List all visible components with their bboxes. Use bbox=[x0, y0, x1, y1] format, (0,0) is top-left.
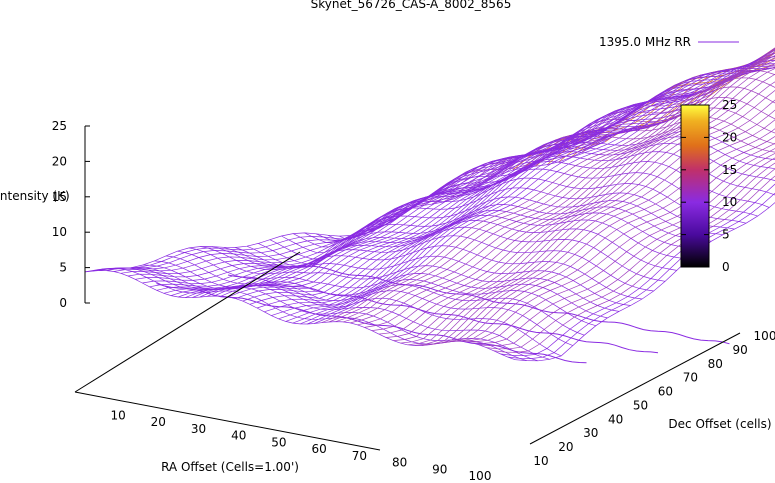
surface-mesh bbox=[84, 47, 775, 362]
y-tick-label: 90 bbox=[732, 343, 747, 357]
mesh-line-v bbox=[292, 56, 775, 324]
mesh-line-u bbox=[96, 268, 527, 361]
colorbar-tick-label: 15 bbox=[722, 163, 737, 177]
mesh-line-v bbox=[364, 57, 775, 328]
mesh-line-v bbox=[342, 50, 775, 323]
mesh-line-v bbox=[170, 109, 692, 296]
mesh-line-v bbox=[371, 60, 775, 331]
x-axis-ticks: 10 20 30 40 50 60 70 80 90 100 bbox=[110, 408, 491, 483]
mesh-line-u bbox=[142, 264, 573, 346]
mesh-line-v bbox=[314, 48, 775, 324]
x-axis-line bbox=[74, 391, 381, 451]
y-tick-label: 30 bbox=[583, 426, 598, 440]
mesh-line-v bbox=[471, 157, 775, 344]
legend-label: 1395.0 MHz RR bbox=[599, 35, 691, 49]
mesh-line-v bbox=[199, 87, 720, 298]
x-tick-label: 60 bbox=[312, 442, 327, 456]
mesh-line-u bbox=[581, 63, 775, 153]
mesh-line-v bbox=[486, 168, 775, 350]
colorbar-tick-label: 10 bbox=[722, 195, 737, 209]
y-axis-ticks: 10 20 30 40 50 60 70 80 90 100 bbox=[533, 329, 775, 468]
mesh-line-v bbox=[450, 142, 775, 342]
y-tick-label: 100 bbox=[754, 329, 775, 343]
colorbar-tick-label: 20 bbox=[722, 130, 737, 144]
y-tick-label: 20 bbox=[558, 440, 573, 454]
mesh-line-v bbox=[457, 148, 775, 342]
mesh-line-u bbox=[223, 235, 654, 292]
mesh-line-v bbox=[350, 52, 775, 324]
mesh-line-v bbox=[142, 121, 663, 284]
x-tick-label: 70 bbox=[352, 449, 367, 463]
x-tick-label: 40 bbox=[231, 429, 246, 443]
mesh-line-v bbox=[479, 162, 775, 347]
mesh-line-v bbox=[493, 175, 775, 353]
mesh-line-v bbox=[514, 202, 775, 362]
z-tick-label: 5 bbox=[59, 261, 67, 275]
mesh-line-v bbox=[271, 65, 775, 316]
mesh-line-v bbox=[414, 99, 775, 346]
mesh-line-v bbox=[385, 68, 775, 338]
mesh-line-u bbox=[212, 245, 643, 300]
z-axis-ticks: 0 5 10 15 20 25 bbox=[52, 119, 90, 310]
chart-title: Skynet_56726_CAS-A_8002_8565 bbox=[311, 0, 512, 11]
mesh-line-v bbox=[299, 52, 775, 325]
colorbar-tick-label: 25 bbox=[722, 98, 737, 112]
mesh-line-v bbox=[328, 47, 775, 323]
y-axis-line bbox=[529, 332, 741, 445]
mesh-line-v bbox=[321, 47, 775, 324]
mesh-line-v bbox=[84, 141, 606, 273]
mesh-line-v bbox=[335, 49, 775, 322]
mesh-line-v bbox=[464, 152, 775, 342]
colorbar-ticks: 0 5 10 15 20 25 bbox=[681, 98, 737, 274]
mesh-line-v bbox=[400, 81, 775, 344]
z-axis-label: Intensity (K) bbox=[0, 189, 70, 203]
z-tick-label: 25 bbox=[52, 119, 67, 133]
mesh-line-v bbox=[407, 89, 775, 346]
mesh-line-v bbox=[378, 63, 775, 335]
axes bbox=[74, 126, 741, 451]
colorbar-tick-label: 5 bbox=[722, 228, 730, 242]
x-axis-label: RA Offset (Cells=1.00') bbox=[161, 460, 299, 474]
x-tick-label: 100 bbox=[469, 469, 492, 483]
y-tick-label: 50 bbox=[633, 398, 648, 412]
y-tick-label: 40 bbox=[608, 412, 623, 426]
mesh-line-v bbox=[393, 73, 775, 341]
x-tick-label: 90 bbox=[432, 462, 447, 476]
mesh-line-v bbox=[507, 192, 775, 359]
mesh-line-v bbox=[285, 59, 775, 322]
colorbar bbox=[680, 104, 710, 268]
mesh-line-v bbox=[192, 93, 713, 298]
x-tick-label: 10 bbox=[110, 408, 125, 422]
y-axis-label: Dec Offset (cells) bbox=[668, 417, 771, 431]
z-tick-label: 15 bbox=[52, 190, 67, 204]
mesh-line-v bbox=[163, 113, 684, 294]
y-tick-label: 80 bbox=[708, 357, 723, 371]
floor-edge-line bbox=[74, 251, 301, 393]
x-tick-label: 30 bbox=[191, 422, 206, 436]
y-tick-label: 60 bbox=[658, 385, 673, 399]
x-tick-label: 50 bbox=[271, 435, 286, 449]
mesh-line-v bbox=[357, 54, 775, 326]
mesh-line-v bbox=[185, 98, 706, 298]
y-tick-label: 70 bbox=[683, 371, 698, 385]
mesh-line-v bbox=[278, 63, 775, 320]
z-tick-label: 10 bbox=[52, 225, 67, 239]
mesh-line-v bbox=[500, 183, 775, 357]
colorbar-tick-label: 0 bbox=[722, 260, 730, 274]
x-tick-label: 20 bbox=[151, 415, 166, 429]
mesh-line-v bbox=[307, 50, 775, 325]
z-tick-label: 0 bbox=[59, 296, 67, 310]
x-tick-label: 80 bbox=[392, 456, 407, 470]
z-tick-label: 20 bbox=[52, 154, 67, 168]
y-tick-label: 10 bbox=[533, 454, 548, 468]
mesh-line-v bbox=[113, 126, 634, 272]
